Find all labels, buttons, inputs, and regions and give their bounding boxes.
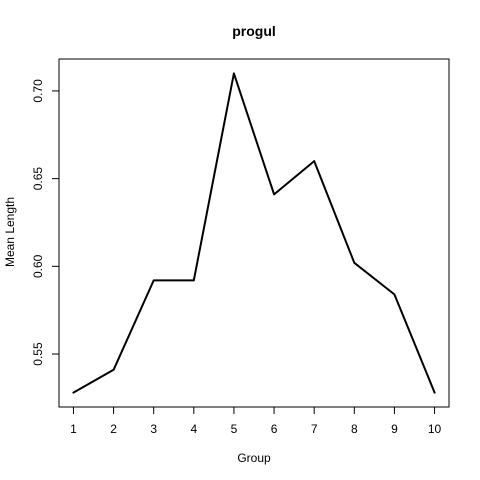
- chart-title: progul: [232, 23, 276, 39]
- x-tick-label-2: 3: [150, 422, 157, 436]
- x-tick-label-0: 1: [70, 422, 77, 436]
- x-axis: 1 2 3 4 5 6 7 8 9 10: [70, 407, 442, 436]
- series-line: [72, 72, 436, 394]
- y-axis: 0.55 0.60 0.65 0.70: [31, 79, 59, 366]
- x-tick-label-8: 9: [391, 422, 398, 436]
- y-tick-label-1: 0.60: [31, 254, 45, 278]
- x-tick-label-1: 2: [110, 422, 117, 436]
- y-tick-label-2: 0.65: [31, 167, 45, 191]
- x-axis-label: Group: [237, 451, 271, 465]
- x-tick-label-7: 8: [351, 422, 358, 436]
- y-tick-label-0: 0.55: [31, 342, 45, 366]
- y-tick-label-3: 0.70: [31, 79, 45, 103]
- x-tick-label-4: 5: [231, 422, 238, 436]
- x-tick-label-5: 6: [271, 422, 278, 436]
- x-tick-label-6: 7: [311, 422, 318, 436]
- plot-frame: [58, 58, 450, 408]
- y-axis-label: Mean Length: [3, 197, 17, 267]
- x-tick-label-9: 10: [428, 422, 442, 436]
- x-tick-label-3: 4: [190, 422, 197, 436]
